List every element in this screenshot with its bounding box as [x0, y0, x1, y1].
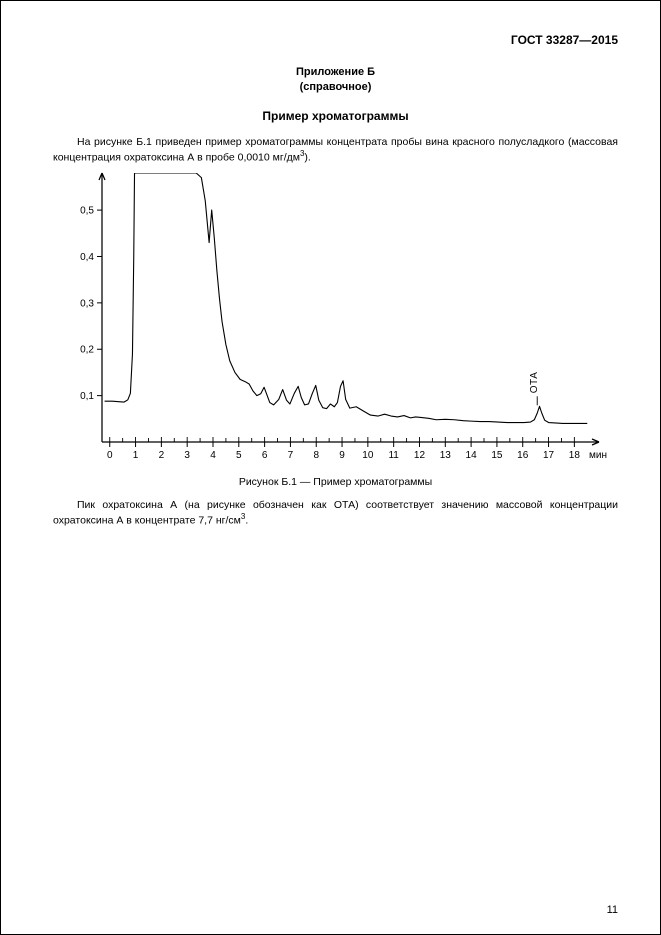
appendix-type: (справочное) — [300, 81, 372, 93]
svg-text:0: 0 — [107, 450, 113, 461]
post-paragraph: Пик охратоксина А (на рисунке обозначен … — [53, 498, 618, 528]
svg-text:10: 10 — [362, 450, 374, 461]
section-title: Пример хроматограммы — [53, 109, 618, 123]
svg-text:3: 3 — [184, 450, 190, 461]
svg-text:8: 8 — [313, 450, 319, 461]
svg-text:9: 9 — [339, 450, 345, 461]
svg-text:0,2: 0,2 — [80, 344, 94, 355]
svg-text:13: 13 — [440, 450, 452, 461]
svg-text:18: 18 — [569, 450, 581, 461]
chromatogram-chart: 0,10,20,30,40,50123456789101112131415161… — [53, 167, 618, 472]
svg-text:2: 2 — [159, 450, 165, 461]
svg-text:1: 1 — [133, 450, 139, 461]
svg-text:4: 4 — [210, 450, 216, 461]
intro-text-end: ). — [304, 151, 310, 163]
svg-text:мин: мин — [589, 450, 607, 461]
svg-text:12: 12 — [414, 450, 426, 461]
page-number: 11 — [607, 904, 618, 916]
figure-caption: Рисунок Б.1 — Пример хроматограммы — [53, 476, 618, 488]
svg-text:0,5: 0,5 — [80, 205, 94, 216]
intro-text-1: На рисунке Б.1 приведен пример хроматогр… — [53, 136, 618, 164]
svg-text:17: 17 — [543, 450, 555, 461]
svg-text:0,4: 0,4 — [80, 252, 94, 263]
svg-text:14: 14 — [466, 450, 478, 461]
svg-text:11: 11 — [388, 450, 399, 461]
svg-text:6: 6 — [262, 450, 268, 461]
appendix-label: Приложение Б — [296, 66, 375, 78]
post-text-end: . — [245, 515, 248, 527]
svg-text:16: 16 — [517, 450, 529, 461]
intro-paragraph: На рисунке Б.1 приведен пример хроматогр… — [53, 135, 618, 165]
page: ГОСТ 33287—2015 Приложение Б (справочное… — [0, 0, 661, 935]
svg-text:0,1: 0,1 — [80, 391, 94, 402]
svg-text:15: 15 — [491, 450, 503, 461]
chromatogram-svg: 0,10,20,30,40,50123456789101112131415161… — [58, 167, 613, 472]
post-text-1: Пик охратоксина А (на рисунке обозначен … — [53, 499, 618, 527]
appendix-heading: Приложение Б (справочное) — [53, 65, 618, 95]
svg-text:7: 7 — [288, 450, 294, 461]
svg-text:ОТА: ОТА — [529, 371, 540, 393]
svg-text:5: 5 — [236, 450, 242, 461]
svg-text:0,3: 0,3 — [80, 298, 94, 309]
document-id: ГОСТ 33287—2015 — [53, 33, 618, 47]
